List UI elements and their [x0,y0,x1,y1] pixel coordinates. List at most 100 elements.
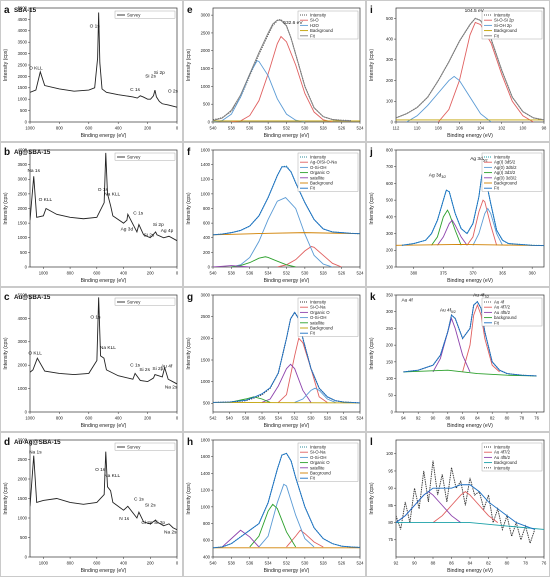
annotation-sub: 5/2 [451,310,456,314]
series-line [231,196,333,267]
series-group [30,297,177,385]
legend-entry: Ag(I) 3d3/2 [494,170,516,175]
series-group [213,311,360,404]
legend-box [114,152,176,161]
legend-entry: Background [494,460,518,465]
x-axis-label: Binding energy (eV) [81,133,127,139]
annotation: Si 2s [144,232,155,238]
x-axis-label: Binding energy (eV) [264,278,310,284]
legend-entry: O-Si-OH [310,315,326,320]
annotation-sub: 7/2 [484,295,489,299]
x-axis-label: Binding energy (eV) [81,423,127,429]
annotation: Na 1s [27,168,40,174]
y-tick-label: 200 [386,248,394,253]
y-tick-label: 1000 [18,235,28,240]
y-tick-label: 3500 [18,162,28,167]
annotation: O 1s [90,314,101,320]
x-tick-label: 82 [486,561,491,566]
legend-entry: Si-OH 2p [494,23,512,28]
x-tick-label: 110 [414,126,421,131]
panel-frame [0,432,183,577]
annotation: Au 4f5/2 [440,308,456,314]
y-tick-label: 500 [203,401,211,406]
series-line [294,387,336,403]
panel-c: 1000 800 600 400 200 0010002000300040005000Bi… [0,287,183,432]
legend-entry: Au 4f7/2 [494,305,511,310]
x-tick-label: 84 [475,416,480,421]
annotation: Na KLL [104,191,120,197]
panel-j: 380 375 370 365 360 100 200 300 400 500 600 700 800 B… [366,142,550,287]
y-tick-label: 3500 [18,40,28,45]
legend-entry: Au 4f [494,300,505,305]
legend-entry: Organic O [310,170,330,175]
panel-title: Au-Ag@SBA-15 [14,439,61,446]
y-tick-label: 600 [203,221,211,226]
x-tick-label: 400 [115,416,123,421]
panel-frame [0,287,183,432]
x-tick-label: 0 [176,126,179,131]
y-tick-label: 2500 [18,191,28,196]
x-tick-label: 532 [283,271,291,276]
x-tick-label: 528 [320,561,328,566]
y-tick-label: 0 [25,119,28,124]
x-tick-label: 200 [144,416,152,421]
y-tick-label: 1000 [18,97,28,102]
x-axis-label: Binding energy (eV) [81,278,127,284]
legend-entry: Survey [127,445,141,450]
panel-letter: c [4,292,10,303]
y-tick-label: 0 [391,119,394,124]
annotation: Si 2p [154,520,165,526]
legend-entry: satellite [310,465,325,470]
y-tick-label: 800 [386,147,394,152]
y-tick-label: 500 [20,250,28,255]
y-tick-label: 95 [388,468,393,473]
x-tick-label: 536 [246,126,254,131]
annotation-sub: 5/2 [483,158,488,162]
y-tick-label: 2000 [201,48,211,53]
series-line [277,246,342,267]
x-tick-label: 532 [291,416,299,421]
legend-entry: Background [310,28,334,33]
legend-entry: Fit [310,33,316,38]
series-line [213,265,250,267]
x-tick-label: 538 [228,126,236,131]
x-tick-label: 82 [490,416,495,421]
x-tick-label: 86 [449,561,454,566]
annotation: O 2s [168,88,179,94]
x-tick-label: 534 [265,561,273,566]
series-line [396,522,544,530]
y-tick-label: 2000 [18,74,28,79]
panel-i: 112 110 108 106 104 102 100 98 0 100 200 300 400 500 B… [366,0,550,142]
panel-letter: e [187,5,193,16]
y-tick-label: 1200 [201,488,211,493]
series-line [396,484,535,530]
x-tick-label: 84 [468,561,473,566]
y-tick-label: 400 [203,235,211,240]
panel-title: SBA-15 [14,7,37,14]
x-tick-label: 524 [357,561,365,566]
x-axis-label: Binding energy (eV) [447,278,493,284]
annotation: O KLL [29,66,43,72]
x-tick-label: 538 [228,561,236,566]
x-tick-label: 370 [469,271,477,276]
y-tick-label: 1000 [201,504,211,509]
x-tick-label: 600 [93,271,101,276]
panel-l: 92 90 88 86 84 82 80 78 76 75 80 85 90 95 100 Binding e… [366,432,550,577]
y-axis-label: Intensity (cps) [3,49,9,82]
series-line [30,152,177,242]
legend-entry: satellite [310,175,325,180]
y-tick-label: 500 [203,102,211,107]
x-tick-label: 1000 [39,561,49,566]
panel-letter: k [370,292,376,303]
y-tick-label: 500 [386,198,394,203]
x-tick-label: 534 [275,416,283,421]
series-group [396,174,544,247]
panel-g: 542 540 538 536 534 532 530 528 526 524 500 1000 150… [183,287,366,432]
x-tick-label: 80 [505,561,510,566]
x-tick-label: 80 [505,416,510,421]
y-axis-label: Intensity (cps) [186,192,192,225]
annotation: C 1s [130,362,140,368]
y-tick-label: 1000 [201,191,211,196]
y-tick-label: 500 [20,535,28,540]
annotation: Au 4f [161,364,173,370]
